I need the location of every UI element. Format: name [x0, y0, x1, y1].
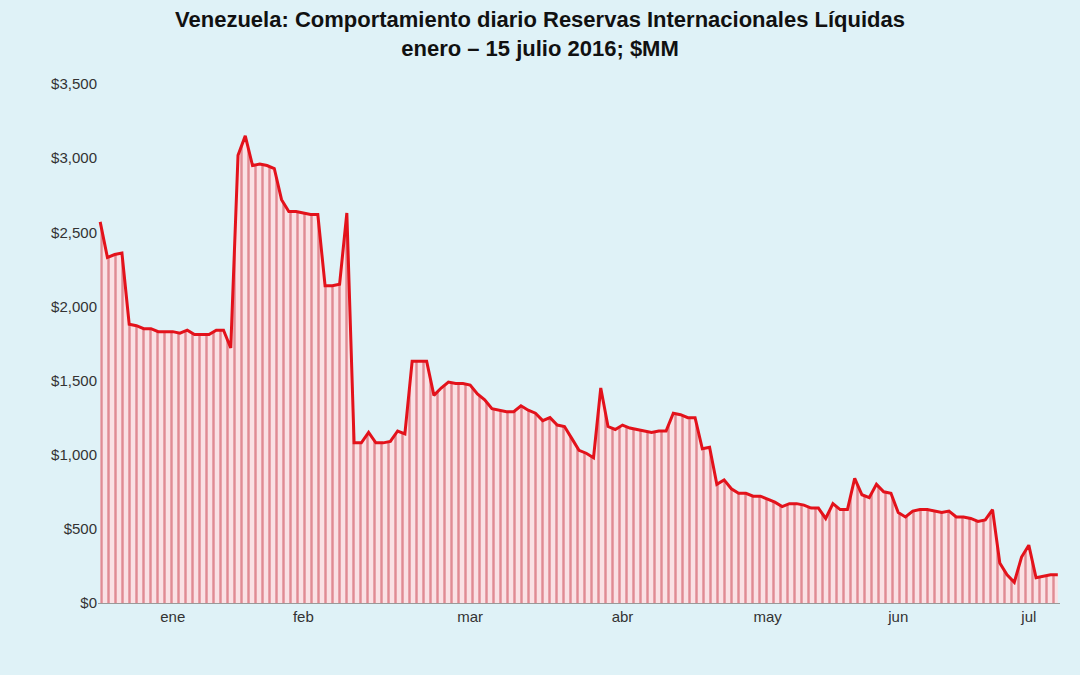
- svg-text:$3,500: $3,500: [51, 75, 97, 92]
- svg-text:mar: mar: [457, 608, 483, 625]
- svg-text:$1,500: $1,500: [51, 372, 97, 389]
- svg-text:$500: $500: [64, 520, 97, 537]
- svg-text:may: may: [753, 608, 782, 625]
- svg-text:abr: abr: [612, 608, 634, 625]
- svg-text:$0: $0: [80, 594, 97, 611]
- svg-text:$2,000: $2,000: [51, 298, 97, 315]
- svg-text:feb: feb: [293, 608, 314, 625]
- svg-text:Venezuela: Comportamiento diar: Venezuela: Comportamiento diario Reserva…: [175, 7, 905, 61]
- svg-text:jul: jul: [1020, 608, 1036, 625]
- svg-text:$2,500: $2,500: [51, 224, 97, 241]
- svg-text:ene: ene: [160, 608, 185, 625]
- svg-text:jun: jun: [887, 608, 908, 625]
- svg-text:$3,000: $3,000: [51, 149, 97, 166]
- svg-text:$1,000: $1,000: [51, 446, 97, 463]
